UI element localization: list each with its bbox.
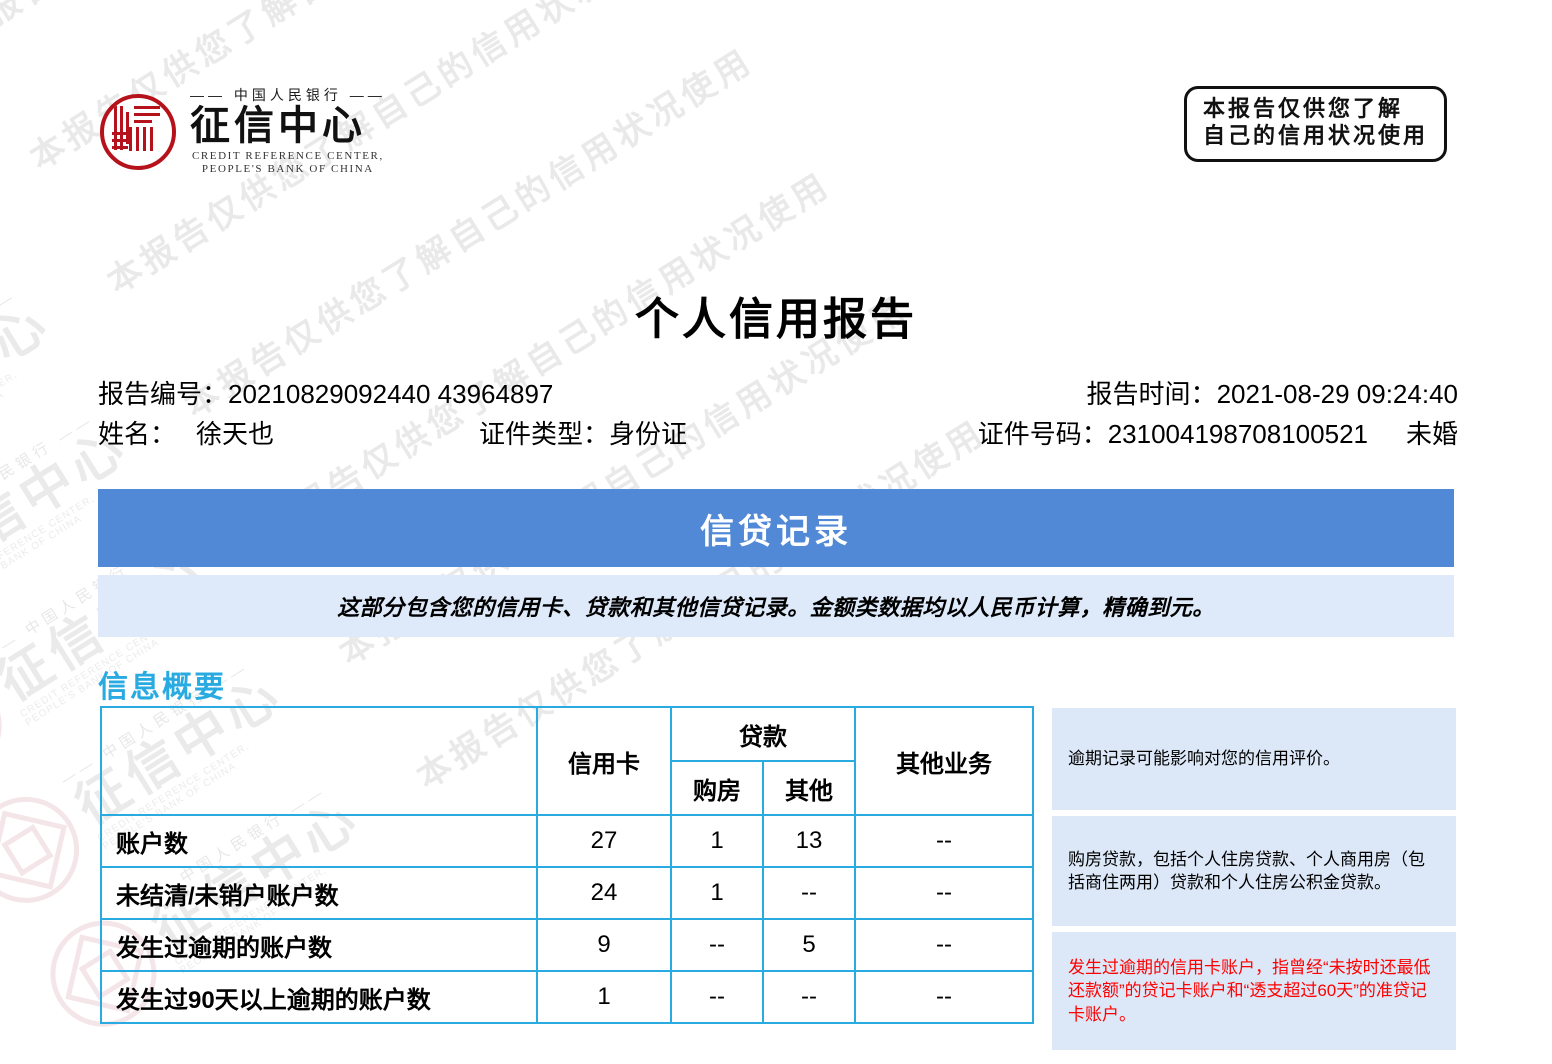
row-label: 未结清/未销户账户数 <box>100 866 538 920</box>
row-label: 发生过90天以上逾期的账户数 <box>100 970 538 1024</box>
cell-other-business: -- <box>854 970 1034 1024</box>
cell-loan-house: -- <box>670 970 764 1024</box>
report-time-value: 2021-08-29 09:24:40 <box>1216 379 1458 409</box>
section-description-band: 这部分包含您的信用卡、贷款和其他信贷记录。金额类数据均以人民币计算，精确到元。 <box>98 575 1454 637</box>
cell-credit-card: 9 <box>536 918 672 972</box>
cell-other-business: -- <box>854 814 1034 868</box>
cell-loan-other: 13 <box>762 814 856 868</box>
cell-loan-house: 1 <box>670 814 764 868</box>
header-loan-group: 贷款 <box>670 706 856 762</box>
table-row: 发生过90天以上逾期的账户数 1 -- -- -- <box>100 970 1034 1024</box>
header-loan-house: 购房 <box>670 760 764 816</box>
id-type-label: 证件类型： <box>479 419 610 449</box>
identity-group: 姓名： 徐天也 证件类型： 身份证 <box>98 414 928 451</box>
header-other-business: 其他业务 <box>854 706 1034 816</box>
report-time-label: 报告时间： <box>1086 379 1217 409</box>
cell-loan-house: 1 <box>670 866 764 920</box>
note-text: 购房贷款，包括个人住房贷款、个人商用房（包括商住两用）贷款和个人住房公积金贷款。 <box>1068 849 1425 892</box>
cell-credit-card: 1 <box>536 970 672 1024</box>
cell-loan-other: -- <box>762 970 856 1024</box>
pbc-credit-seal-icon <box>100 93 176 170</box>
header-credit-card: 信用卡 <box>536 706 672 816</box>
notice-line-1: 本报告仅供您了解 <box>1202 96 1403 121</box>
table-row: 账户数 27 1 13 -- <box>100 814 1034 868</box>
section-description-text: 这部分包含您的信用卡、贷款和其他信贷记录。金额类数据均以人民币计算，精确到元。 <box>337 595 1215 620</box>
id-number-label: 证件号码： <box>977 419 1108 449</box>
meta-row-1: 报告编号： 20210829092440 43964897 报告时间： 2021… <box>98 374 1458 414</box>
notice-line-2: 自己的信用状况使用 <box>1202 122 1428 148</box>
brand-title: 征信中心 <box>190 104 366 148</box>
report-number-label: 报告编号： <box>98 379 229 409</box>
table-row: 未结清/未销户账户数 24 1 -- -- <box>100 866 1034 920</box>
meta-row-2: 姓名： 徐天也 证件类型： 身份证 证件号码： 2310041987081005… <box>98 414 1458 454</box>
brand-subtitle: —— 中国人民银行 —— <box>190 87 386 103</box>
brand-english-line1: CREDIT REFERENCE CENTER, <box>191 150 384 162</box>
summary-table-head: 信用卡 贷款 其他业务 购房 其他 <box>100 706 1034 816</box>
cell-other-business: -- <box>854 918 1034 972</box>
cell-other-business: -- <box>854 866 1034 920</box>
section-header-band: 信贷记录 <box>98 489 1454 567</box>
note-text: 逾期记录可能影响对您的信用评价。 <box>1068 749 1340 769</box>
usage-notice-badge: 本报告仅供您了解 自己的信用状况使用 <box>1183 86 1447 162</box>
id-number-group: 证件号码： 231004198708100521 未婚 <box>928 414 1458 451</box>
marital-status-value: 未婚 <box>1405 419 1458 449</box>
header-loan-other: 其他 <box>762 760 856 816</box>
brand-english-line2: PEOPLE'S BANK OF CHINA <box>201 163 374 175</box>
brand-text: —— 中国人民银行 —— 征信中心 CREDIT REFERENCE CENTE… <box>190 88 386 175</box>
report-time-group: 报告时间： 2021-08-29 09:24:40 <box>928 374 1458 411</box>
section-header-title: 信贷记录 <box>700 512 852 551</box>
cell-loan-house: -- <box>670 918 764 972</box>
brand-header: —— 中国人民银行 —— 征信中心 CREDIT REFERENCE CENTE… <box>100 88 386 175</box>
name-value: 徐天也 <box>196 419 275 449</box>
header-blank-corner <box>100 706 538 816</box>
summary-table-body: 账户数 27 1 13 -- 未结清/未销户账户数 24 1 -- -- 发生过… <box>100 814 1034 1024</box>
cell-loan-other: 5 <box>762 918 856 972</box>
cell-credit-card: 27 <box>536 814 672 868</box>
row-label: 账户数 <box>100 814 538 868</box>
report-number-group: 报告编号： 20210829092440 43964897 <box>98 374 928 411</box>
id-type-value: 身份证 <box>609 419 688 449</box>
notes-panel: 逾期记录可能影响对您的信用评价。 购房贷款，包括个人住房贷款、个人商用房（包括商… <box>1052 708 1456 1056</box>
summary-table: 信用卡 贷款 其他业务 购房 其他 账户数 27 1 13 -- 未结清/未销户… <box>100 706 1034 1024</box>
cell-loan-other: -- <box>762 866 856 920</box>
note-item: 逾期记录可能影响对您的信用评价。 <box>1052 708 1456 810</box>
table-header-row-1: 信用卡 贷款 其他业务 <box>100 706 1034 816</box>
name-label: 姓名： <box>98 419 177 449</box>
table-row: 发生过逾期的账户数 9 -- 5 -- <box>100 918 1034 972</box>
row-label: 发生过逾期的账户数 <box>100 918 538 972</box>
report-meta: 报告编号： 20210829092440 43964897 报告时间： 2021… <box>98 374 1458 454</box>
cell-credit-card: 24 <box>536 866 672 920</box>
note-item: 购房贷款，包括个人住房贷款、个人商用房（包括商住两用）贷款和个人住房公积金贷款。 <box>1052 816 1456 926</box>
page-title: 个人信用报告 <box>635 295 917 344</box>
table-header-row-2: 购房 其他 <box>101 760 1033 816</box>
note-text: 发生过逾期的信用卡账户，指曾经“未按时还最低还款额”的贷记卡账户和“透支超过60… <box>1068 957 1431 1024</box>
report-number-value: 20210829092440 43964897 <box>228 379 554 409</box>
id-number-value: 231004198708100521 <box>1107 419 1368 449</box>
note-item: 发生过逾期的信用卡账户，指曾经“未按时还最低还款额”的贷记卡账户和“透支超过60… <box>1052 932 1456 1050</box>
subsection-title: 信息概要 <box>98 671 226 704</box>
